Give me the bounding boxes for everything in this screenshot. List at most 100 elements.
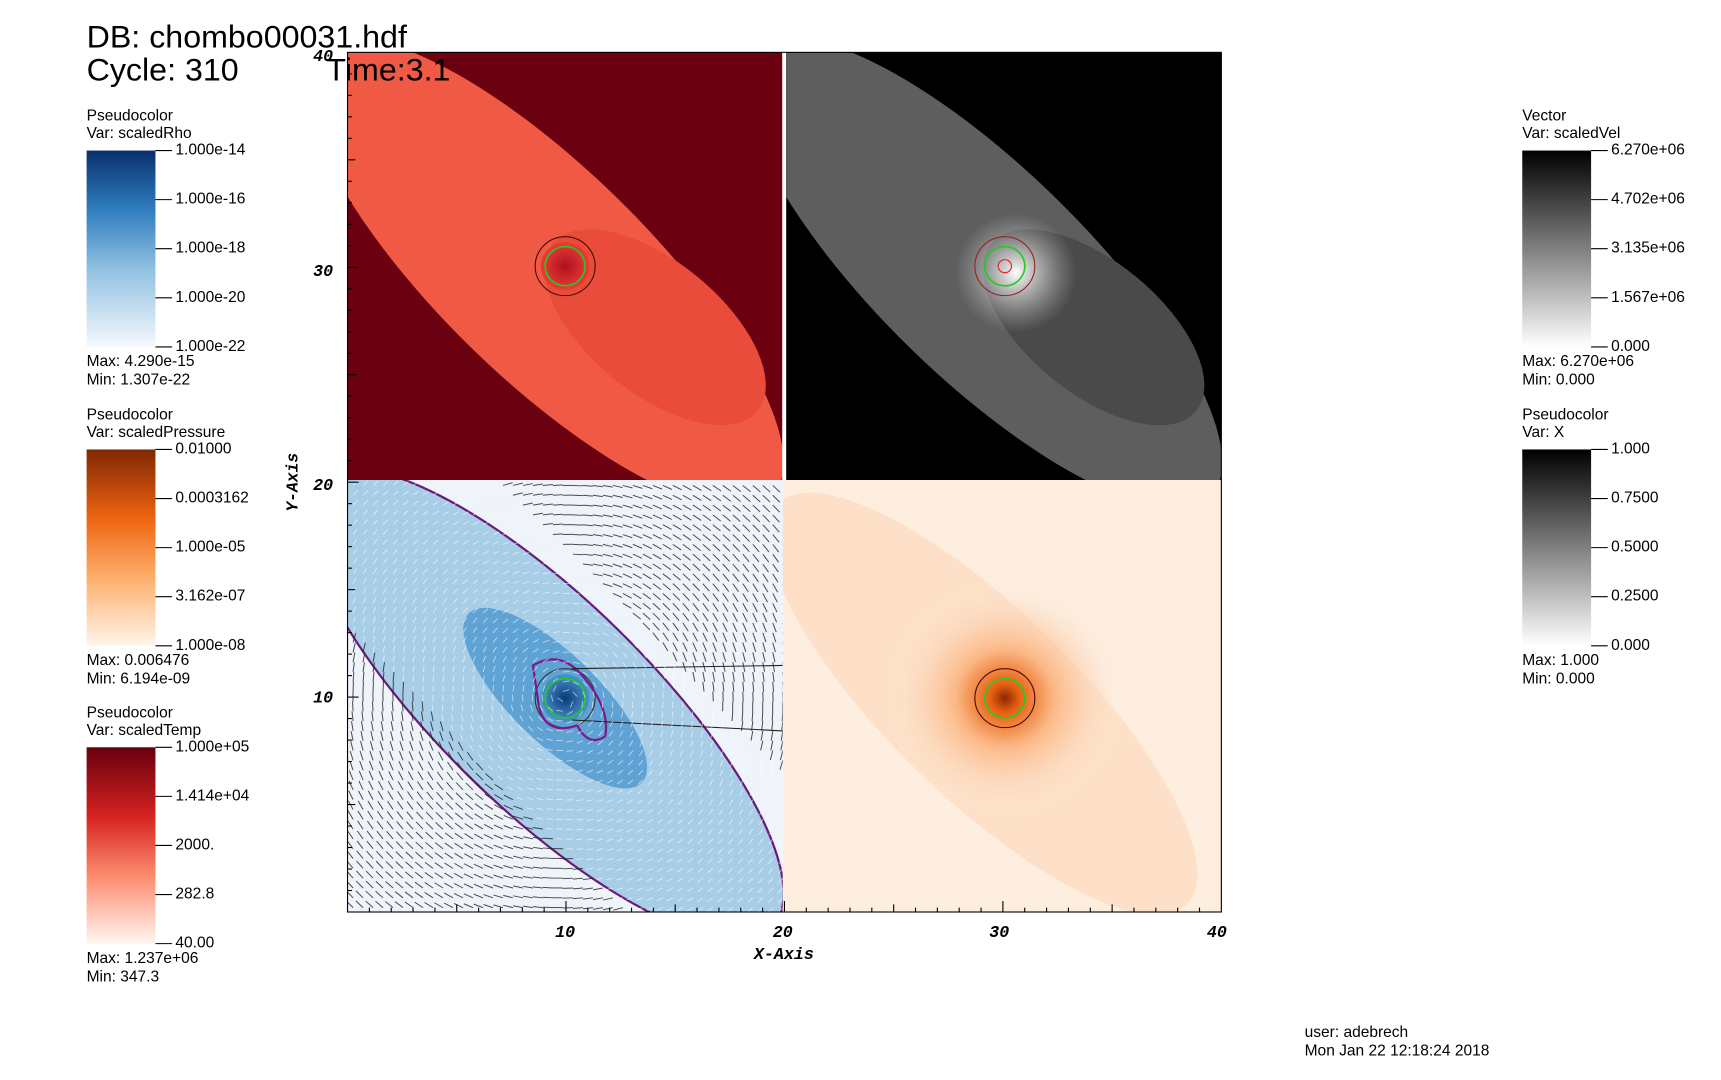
vector: [411, 711, 414, 722]
vector: [662, 524, 672, 530]
vector: [462, 521, 469, 526]
vector: [672, 553, 682, 561]
vector: [622, 652, 628, 658]
vector: [708, 809, 714, 815]
vector: [576, 730, 584, 735]
vector: [502, 482, 513, 486]
vector: [532, 648, 539, 653]
vector: [728, 819, 734, 825]
vector: [612, 573, 623, 578]
vector: [582, 887, 593, 890]
color-bar: [86, 150, 156, 347]
vector: [666, 887, 674, 892]
legend-tick-label: 1.000e-22: [175, 338, 245, 355]
vector: [692, 602, 700, 612]
vector: [697, 897, 704, 902]
vector: [455, 792, 464, 800]
vector: [677, 877, 684, 883]
y-axis-title: Y-Axis: [283, 453, 302, 512]
vector: [494, 783, 504, 791]
vector: [566, 730, 574, 733]
vector: [432, 617, 437, 624]
vector: [472, 598, 479, 604]
vector: [687, 838, 694, 844]
vector: [657, 789, 664, 795]
vector: [732, 534, 741, 542]
vector: [390, 721, 394, 732]
db-name: DB: chombo00031.hdf: [87, 19, 407, 55]
vector: [672, 632, 679, 642]
vector: [638, 750, 644, 757]
vector: [412, 626, 417, 633]
vector: [406, 801, 414, 810]
vector: [546, 818, 553, 820]
vector: [462, 636, 467, 643]
vector: [422, 491, 429, 496]
vector: [656, 877, 664, 882]
vector: [742, 485, 751, 493]
vector: [381, 701, 384, 712]
vector: [452, 482, 460, 486]
vector: [388, 760, 394, 771]
vector: [741, 721, 744, 731]
vector: [532, 600, 540, 604]
vector: [682, 632, 689, 642]
vector: [767, 897, 774, 903]
vector: [442, 530, 449, 535]
vector: [646, 877, 654, 882]
vector: [632, 681, 635, 689]
vector: [375, 870, 384, 879]
panel-density: [347, 479, 783, 912]
vector: [463, 903, 474, 909]
vector: [672, 602, 680, 611]
vector: [432, 520, 439, 526]
vector: [452, 569, 459, 575]
vector: [362, 671, 365, 682]
vector: [482, 540, 490, 545]
vector: [667, 858, 674, 863]
vector: [690, 730, 694, 738]
vector: [385, 891, 394, 899]
vector: [552, 631, 560, 634]
vector: [757, 907, 764, 912]
vector: [532, 581, 540, 585]
vector: [542, 857, 553, 860]
vector: [352, 616, 356, 624]
vector: [482, 656, 487, 663]
vector: [722, 485, 732, 492]
vector: [602, 612, 610, 617]
vector: [546, 717, 554, 722]
vector: [557, 697, 564, 702]
vector: [452, 491, 460, 496]
vector: [572, 602, 580, 605]
vector: [392, 500, 399, 506]
vector: [356, 860, 364, 869]
vector: [727, 858, 734, 864]
vector: [572, 642, 580, 644]
vector: [532, 610, 540, 614]
legend-variable: Var: X: [1522, 424, 1564, 441]
vector: [492, 685, 495, 692]
vector: [462, 655, 466, 663]
legend-tick-label: 0.000: [1611, 338, 1650, 355]
vector: [702, 612, 709, 622]
vector: [616, 858, 624, 862]
vector: [712, 632, 718, 642]
vector: [688, 809, 694, 815]
vector: [472, 511, 480, 516]
vector: [445, 792, 454, 800]
vector: [619, 730, 624, 737]
vector: [572, 622, 580, 625]
vector: [562, 689, 570, 693]
vector: [385, 851, 394, 859]
vector: [522, 483, 533, 486]
vector: [632, 661, 637, 669]
cycle: Cycle: 310: [87, 52, 239, 88]
vector: [399, 731, 404, 741]
vector: [396, 831, 404, 840]
vector: [522, 580, 530, 585]
vector: [717, 887, 724, 893]
vector: [347, 830, 354, 840]
vector: [362, 480, 369, 486]
vector: [392, 636, 396, 643]
